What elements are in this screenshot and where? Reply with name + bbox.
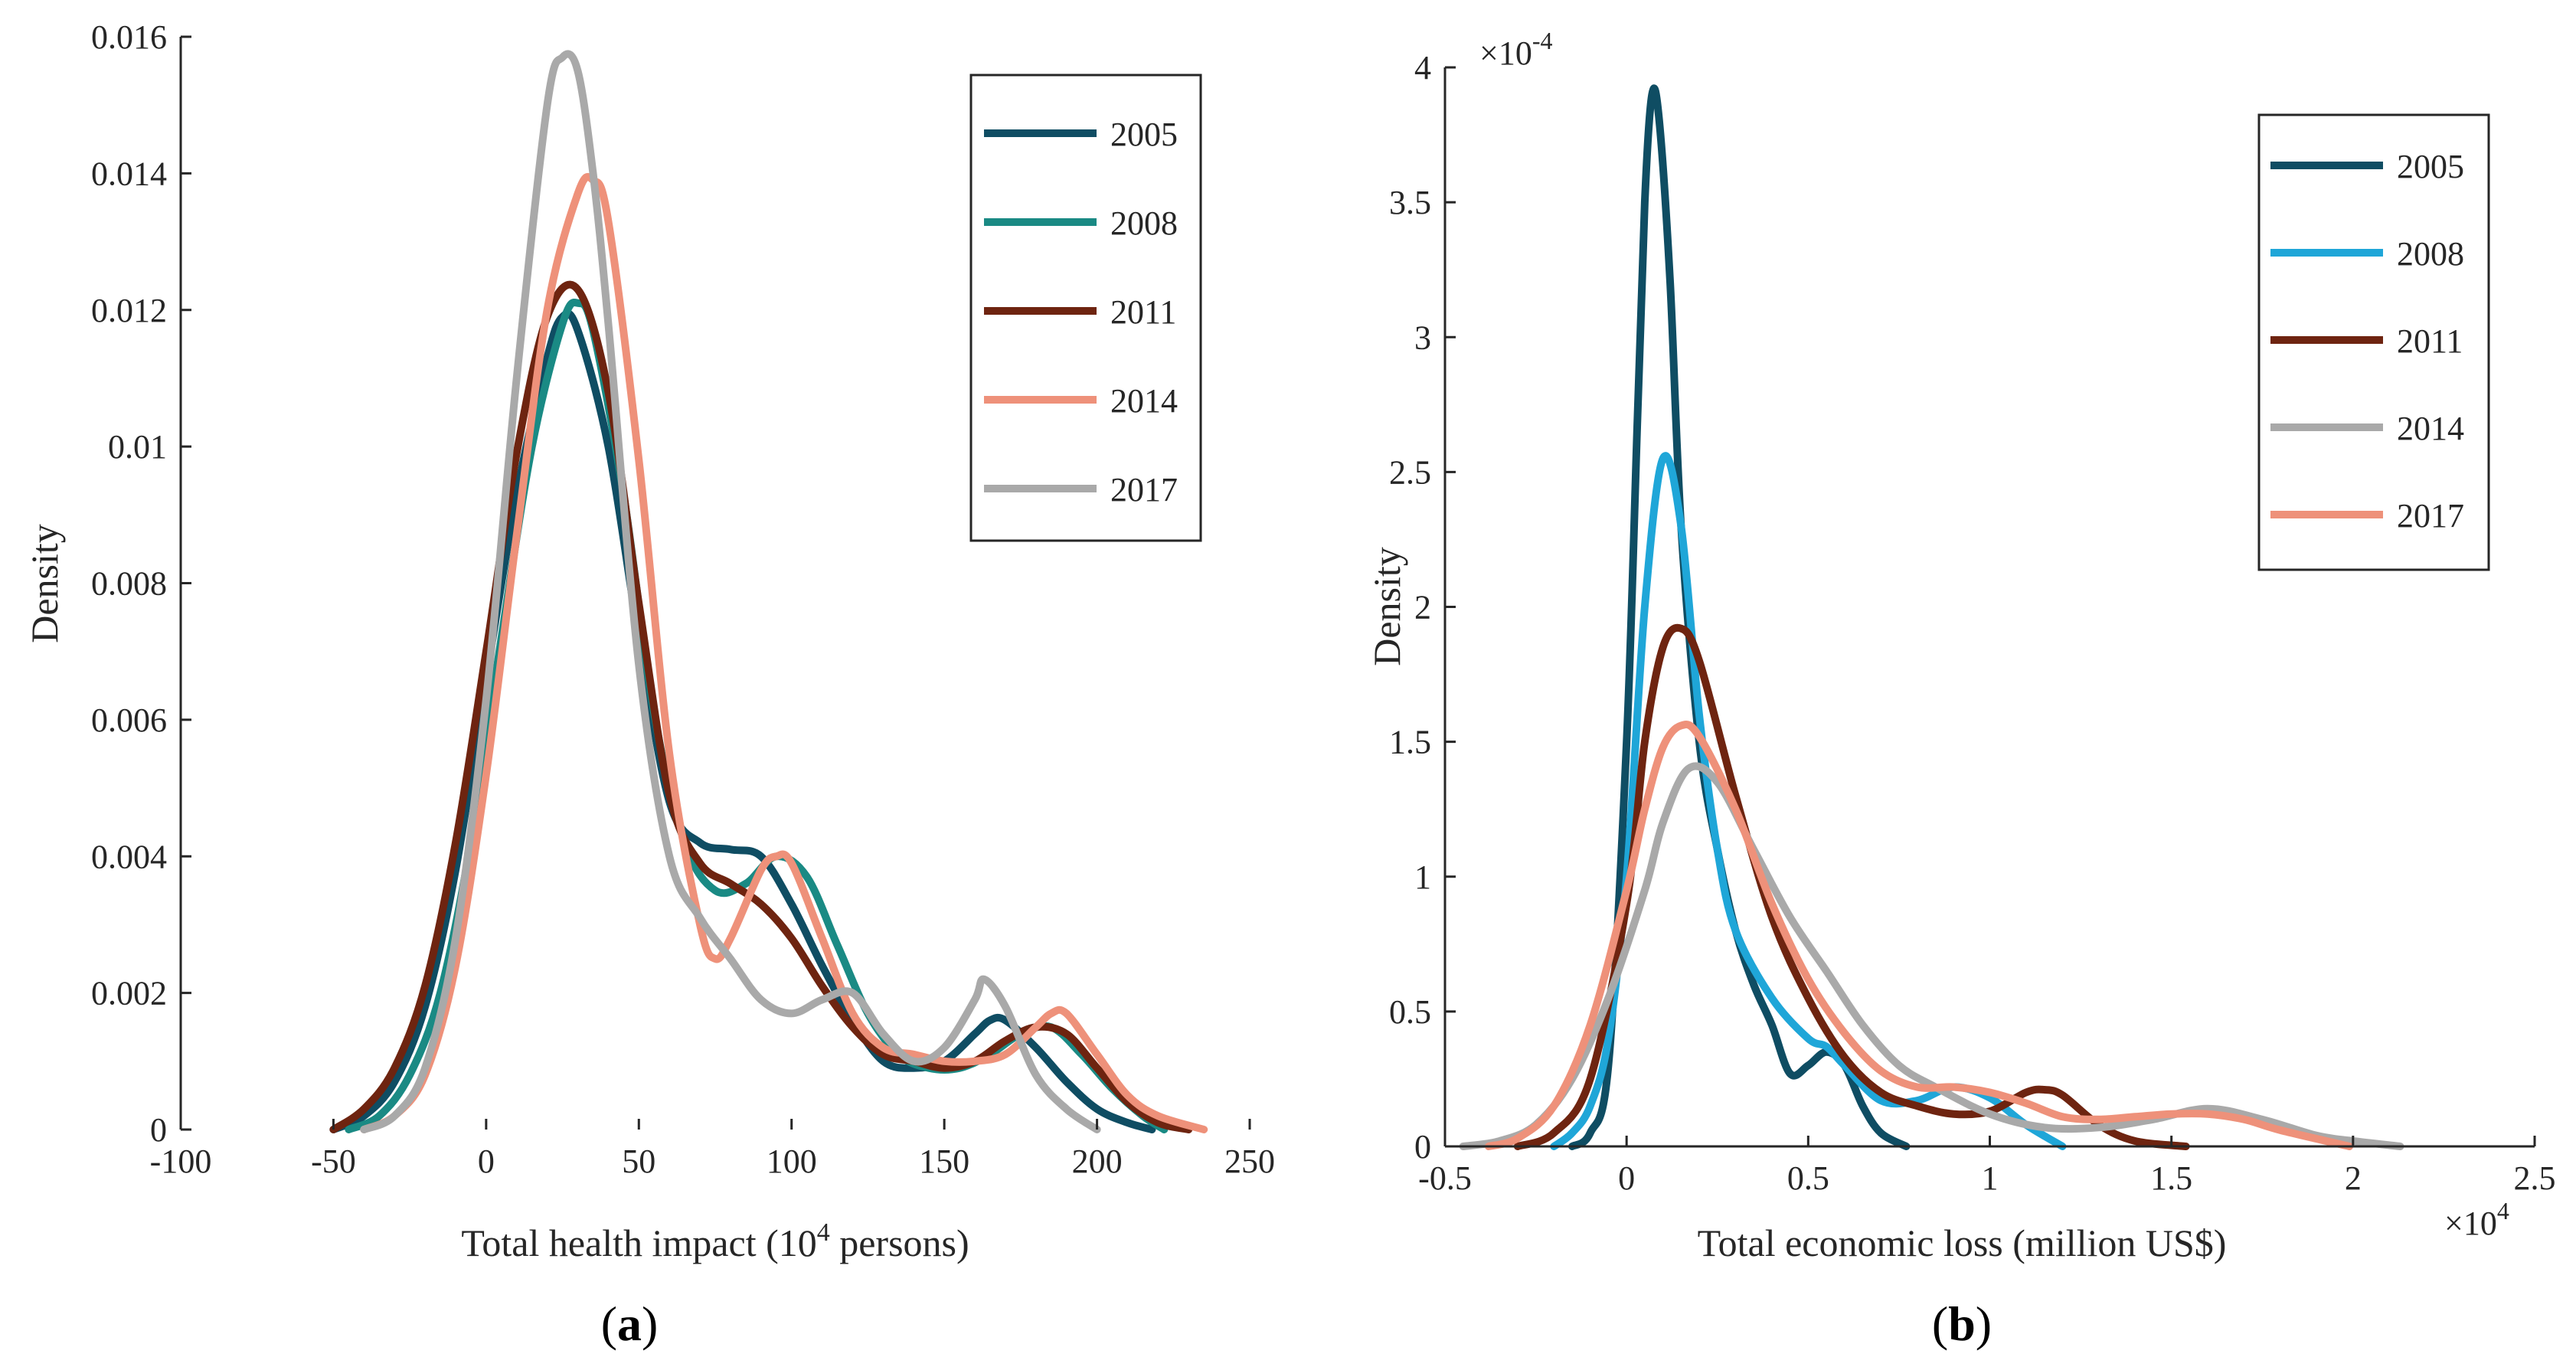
panel-b-ytick-label: 1	[1414, 858, 1431, 896]
panel-a-xtick-label: 50	[622, 1143, 655, 1180]
panel-b-ytick-label: 2	[1414, 589, 1431, 626]
panel-b-legend-label-2017: 2017	[2397, 497, 2464, 535]
panel-a-legend: 2005 2008 2011 2014 2017	[969, 74, 1202, 542]
panel-b-y-exponent-base: ×10	[1479, 34, 1532, 72]
panel-b-series-2005-line	[1568, 84, 1911, 1150]
panel-b-xtick-label: 1.5	[2150, 1159, 2192, 1197]
panel-a-ytick-label: 0.01	[108, 428, 167, 466]
panel-b-xtick-label: 2	[2345, 1159, 2362, 1197]
panel-b-y-exponent-sup: -4	[1532, 27, 1553, 54]
panel-a-ytick-label: 0.014	[91, 155, 167, 192]
panel-b-x-exponent: ×104	[2444, 1197, 2509, 1242]
panel-b-y-exponent: ×10-4	[1479, 27, 1552, 72]
panel-b-ytick-label: 1.5	[1389, 724, 1431, 761]
panel-a-ticks: -100 -50 0 50 100 150 200 250 0 0.002 0.004 0.006 0.…	[91, 18, 1275, 1180]
panel-b-legend-label-2005: 2005	[2397, 148, 2464, 185]
panel-b-xtick-label: 2.5	[2514, 1159, 2556, 1197]
panel-a-series-2017-line	[360, 50, 1101, 1133]
panel-a-label: (a)	[601, 1296, 659, 1351]
panel-b-ytick-label: 4	[1414, 49, 1431, 87]
panel-a-ytick-label: 0.004	[91, 838, 167, 875]
panel-b-ylabel: Density	[1365, 547, 1408, 666]
panel-a-xlabel-sup: 4	[817, 1218, 830, 1247]
panel-a-xtick-label: 150	[919, 1143, 969, 1180]
panel-b-legend-items: 2005 2008 2011 2014 2017	[2270, 148, 2464, 535]
panel-b-ytick-label: 3	[1414, 319, 1431, 356]
panel-b-xtick-label: 0	[1618, 1159, 1635, 1197]
panel-a-ytick-label: 0.008	[91, 565, 167, 603]
panel-a-ytick-label: 0.016	[91, 18, 167, 56]
panel-a-label-open: (	[601, 1296, 617, 1351]
panel-a-legend-label-2014: 2014	[1110, 382, 1178, 420]
panel-a-ytick-label: 0.012	[91, 292, 167, 329]
panel-b-legend-label-2011: 2011	[2397, 322, 2463, 360]
panel-b-ytick-label: 0	[1414, 1128, 1431, 1166]
panel-b-curves	[1459, 84, 2404, 1150]
panel-a-xtick-label: -100	[150, 1143, 212, 1180]
panel-a-xlabel-post: persons)	[830, 1221, 969, 1264]
panel-b-ytick-label: 0.5	[1389, 993, 1431, 1031]
panel-a: -100 -50 0 50 100 150 200 250 0 0.002 0.004 0.006 0.…	[23, 18, 1275, 1351]
panel-a-xlabel-pre: Total health impact (10	[461, 1221, 816, 1264]
panel-b-xlabel-pre: Total economic loss (million US$)	[1698, 1221, 2227, 1264]
panel-a-xtick-label: 100	[767, 1143, 817, 1180]
panel-a-xtick-label: 200	[1072, 1143, 1123, 1180]
panel-a-legend-label-2008: 2008	[1110, 204, 1178, 242]
panel-a-xlabel: Total health impact (104 persons)	[461, 1218, 969, 1264]
panel-a-label-close: )	[642, 1296, 658, 1351]
panel-b-label: (b)	[1932, 1296, 1992, 1351]
panel-b-legend-label-2008: 2008	[2397, 235, 2464, 273]
panel-b-x-exponent-base: ×10	[2444, 1205, 2497, 1242]
panel-a-xtick-label: -50	[311, 1143, 356, 1180]
panel-b-label-open: (	[1932, 1296, 1948, 1351]
panel-b-legend-label-2014: 2014	[2397, 410, 2464, 447]
panel-a-label-letter: a	[617, 1296, 642, 1351]
panel-b-xlabel: Total economic loss (million US$)	[1698, 1221, 2227, 1264]
panel-b-series-2017-line	[1484, 721, 2354, 1150]
panel-a-legend-label-2005: 2005	[1110, 116, 1178, 153]
panel-b-xtick-label: -0.5	[1418, 1159, 1472, 1197]
panel-a-ytick-label: 0.002	[91, 975, 167, 1012]
panel-b-label-letter: b	[1948, 1296, 1976, 1351]
panel-a-xtick-label: 250	[1224, 1143, 1275, 1180]
panel-b: -0.5 0 0.5 1 1.5 2 2.500.511.522.533.54 ×10-4 …	[1365, 27, 2556, 1351]
panel-a-legend-label-2011: 2011	[1110, 293, 1176, 331]
panel-a-ylabel: Density	[23, 524, 66, 643]
panel-b-series-2014-line	[1459, 762, 2404, 1150]
panel-b-ytick-label: 3.5	[1389, 184, 1431, 221]
panel-a-ytick-label: 0	[150, 1111, 167, 1149]
panel-a-series-2014-line	[360, 173, 1208, 1133]
panel-a-ytick-label: 0.006	[91, 701, 167, 739]
panel-b-label-close: )	[1976, 1296, 1992, 1351]
panel-b-ticks: -0.5 0 0.5 1 1.5 2 2.500.511.522.533.54	[1389, 49, 2556, 1197]
panel-b-legend: 2005 2008 2011 2014 2017	[2257, 113, 2490, 571]
panel-b-x-exponent-sup: 4	[2497, 1197, 2509, 1224]
panel-a-legend-label-2017: 2017	[1110, 471, 1178, 508]
panel-a-legend-items: 2005 2008 2011 2014 2017	[984, 116, 1178, 508]
panel-a-xtick-label: 0	[478, 1143, 495, 1180]
panel-b-ytick-label: 2.5	[1389, 453, 1431, 491]
panel-a-curves	[329, 50, 1208, 1133]
panel-b-xtick-label: 0.5	[1787, 1159, 1829, 1197]
panel-b-xtick-label: 1	[1982, 1159, 1999, 1197]
